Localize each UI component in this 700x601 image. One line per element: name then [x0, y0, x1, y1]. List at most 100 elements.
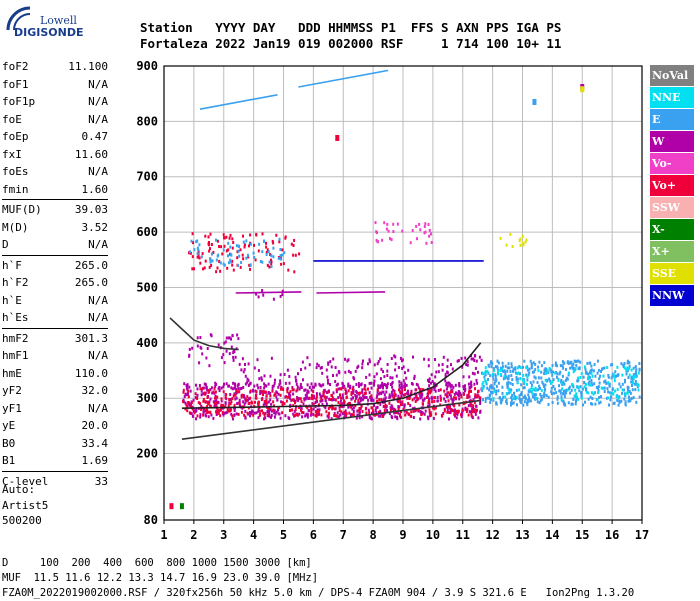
echo-point	[191, 407, 194, 411]
echo-point	[572, 370, 575, 374]
echo-point	[563, 361, 566, 365]
echo-point	[579, 375, 582, 379]
param-row: MUF(D) 39.03	[2, 201, 108, 219]
echo-point	[227, 241, 230, 245]
echo-point	[301, 415, 304, 419]
echo-point	[249, 389, 252, 393]
echo-point	[491, 372, 494, 376]
echo-point	[493, 387, 496, 391]
echo-point	[529, 381, 532, 385]
echo-point	[534, 393, 537, 397]
echo-point	[516, 377, 519, 381]
echo-point	[272, 255, 275, 259]
echo-point	[254, 258, 257, 262]
echo-point	[621, 373, 624, 377]
echo-point	[233, 386, 236, 390]
echo-point	[286, 390, 289, 394]
echo-point	[196, 336, 199, 340]
echo-point	[448, 393, 451, 397]
echo-point	[245, 256, 248, 260]
echo-point	[608, 403, 610, 407]
echo-point	[391, 407, 394, 411]
echo-point	[350, 397, 353, 401]
echo-point	[187, 389, 190, 393]
echo-point	[320, 366, 323, 369]
echo-point	[396, 222, 399, 226]
auto-label: Auto:	[2, 483, 36, 496]
echo-point	[337, 400, 340, 404]
echo-point	[225, 393, 228, 397]
echo-point	[491, 362, 494, 365]
echo-point	[598, 381, 601, 385]
echo-point	[580, 86, 585, 93]
echo-point	[299, 383, 302, 386]
echo-point	[237, 382, 240, 386]
echo-point	[530, 386, 533, 390]
echo-point	[379, 409, 382, 413]
param-row: yF1 N/A	[2, 400, 108, 418]
echo-point	[507, 380, 510, 384]
echo-point	[201, 252, 204, 256]
echo-point	[255, 232, 258, 236]
echo-point	[451, 367, 454, 371]
echo-point	[351, 413, 354, 417]
echo-point	[566, 377, 569, 381]
echo-point	[484, 397, 487, 401]
echo-point	[570, 388, 573, 392]
echo-point	[255, 390, 258, 394]
echo-point	[482, 372, 485, 376]
echo-point	[611, 374, 614, 378]
echo-point	[232, 394, 235, 398]
echo-point	[464, 384, 466, 388]
echo-point	[308, 385, 311, 389]
echo-point	[637, 383, 640, 387]
echo-point	[389, 408, 392, 412]
echo-point	[247, 378, 250, 382]
echo-point	[314, 410, 317, 413]
echo-point	[398, 414, 401, 418]
echo-point	[200, 408, 203, 411]
param-name: foF1p	[2, 95, 36, 108]
echo-point	[531, 383, 533, 387]
echo-point	[451, 388, 454, 392]
echo-point	[339, 404, 342, 408]
echo-point	[416, 237, 418, 241]
echo-point	[407, 389, 409, 393]
echo-point	[375, 395, 378, 399]
echo-point	[394, 368, 397, 372]
echo-point	[458, 403, 461, 407]
echo-point	[401, 400, 404, 404]
echo-point	[344, 357, 346, 361]
echo-point	[624, 378, 626, 382]
echo-point	[251, 401, 254, 405]
echo-point	[511, 245, 514, 248]
echo-point	[298, 412, 301, 416]
echo-point	[442, 355, 445, 359]
echo-point	[560, 378, 563, 382]
echo-point	[423, 225, 426, 228]
echo-point	[597, 385, 600, 389]
echo-point	[205, 383, 207, 387]
echo-point	[224, 411, 227, 415]
echo-point	[424, 409, 427, 413]
echo-point	[341, 381, 344, 385]
echo-point	[621, 391, 624, 395]
echo-point	[457, 392, 460, 396]
echo-point	[593, 382, 596, 386]
echo-point	[531, 370, 534, 374]
echo-point	[558, 372, 561, 376]
echo-point	[227, 384, 230, 388]
echo-point	[307, 390, 310, 394]
echo-point	[494, 373, 497, 377]
echo-point	[544, 367, 547, 371]
echo-point	[623, 388, 625, 392]
echo-point	[367, 408, 370, 412]
echo-point	[328, 411, 331, 415]
echo-point	[220, 386, 223, 390]
echo-point	[210, 243, 213, 246]
echo-point	[373, 363, 376, 367]
param-value: 33.4	[81, 436, 109, 450]
echo-point	[257, 400, 260, 404]
echo-point	[455, 416, 458, 420]
echo-point	[233, 403, 236, 407]
